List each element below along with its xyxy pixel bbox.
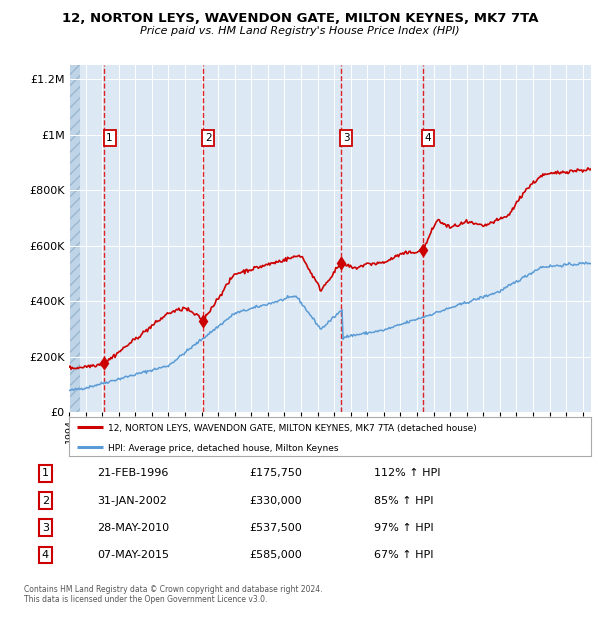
Text: 07-MAY-2015: 07-MAY-2015 — [97, 550, 169, 560]
Text: 67% ↑ HPI: 67% ↑ HPI — [374, 550, 433, 560]
Text: 112% ↑ HPI: 112% ↑ HPI — [374, 468, 440, 478]
Text: 1: 1 — [42, 468, 49, 478]
Text: 85% ↑ HPI: 85% ↑ HPI — [374, 495, 433, 505]
Text: 4: 4 — [42, 550, 49, 560]
Text: £585,000: £585,000 — [250, 550, 302, 560]
Text: 2: 2 — [42, 495, 49, 505]
Text: £175,750: £175,750 — [250, 468, 302, 478]
Bar — [69, 65, 80, 412]
Text: Contains HM Land Registry data © Crown copyright and database right 2024.
This d: Contains HM Land Registry data © Crown c… — [24, 585, 323, 604]
Text: 21-FEB-1996: 21-FEB-1996 — [97, 468, 169, 478]
Text: HPI: Average price, detached house, Milton Keynes: HPI: Average price, detached house, Milt… — [108, 444, 338, 453]
Text: 4: 4 — [425, 133, 431, 143]
Text: Price paid vs. HM Land Registry's House Price Index (HPI): Price paid vs. HM Land Registry's House … — [140, 26, 460, 36]
Text: 12, NORTON LEYS, WAVENDON GATE, MILTON KEYNES, MK7 7TA: 12, NORTON LEYS, WAVENDON GATE, MILTON K… — [62, 12, 538, 25]
Text: 3: 3 — [42, 523, 49, 533]
Text: 28-MAY-2010: 28-MAY-2010 — [97, 523, 169, 533]
Text: 31-JAN-2002: 31-JAN-2002 — [97, 495, 167, 505]
Text: 97% ↑ HPI: 97% ↑ HPI — [374, 523, 433, 533]
Text: 2: 2 — [205, 133, 212, 143]
Text: £330,000: £330,000 — [250, 495, 302, 505]
Text: 1: 1 — [106, 133, 113, 143]
Text: £537,500: £537,500 — [250, 523, 302, 533]
Text: 3: 3 — [343, 133, 350, 143]
Text: 12, NORTON LEYS, WAVENDON GATE, MILTON KEYNES, MK7 7TA (detached house): 12, NORTON LEYS, WAVENDON GATE, MILTON K… — [108, 424, 477, 433]
